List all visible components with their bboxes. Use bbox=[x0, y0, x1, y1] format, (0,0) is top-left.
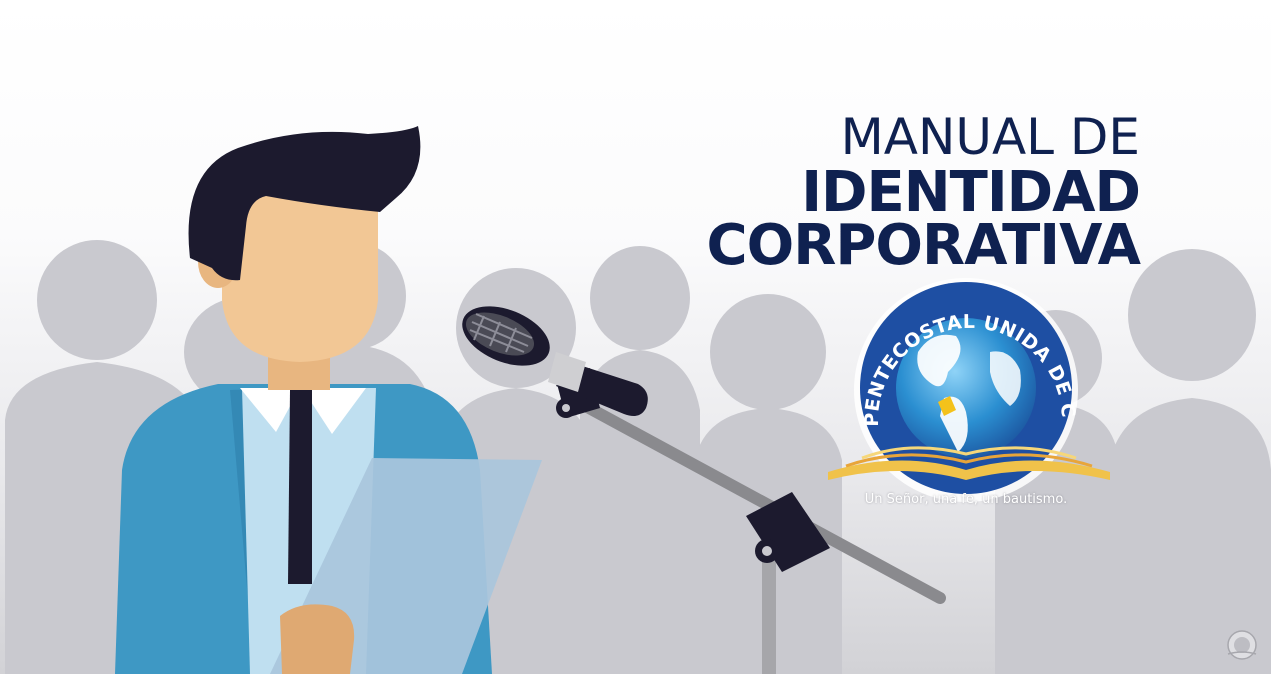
title-line-2: IDENTIDAD bbox=[801, 160, 1141, 225]
logo-tagline: Un Señor, una fe, un bautismo. bbox=[864, 492, 1068, 507]
microphone-stand bbox=[556, 368, 946, 674]
globe-watermark-icon bbox=[1227, 630, 1257, 660]
speaker-figure bbox=[115, 126, 542, 674]
microphone-icon bbox=[462, 306, 648, 416]
title-line-3: CORPORATIVA bbox=[706, 213, 1141, 278]
title-line-1: MANUAL DE bbox=[840, 108, 1140, 166]
